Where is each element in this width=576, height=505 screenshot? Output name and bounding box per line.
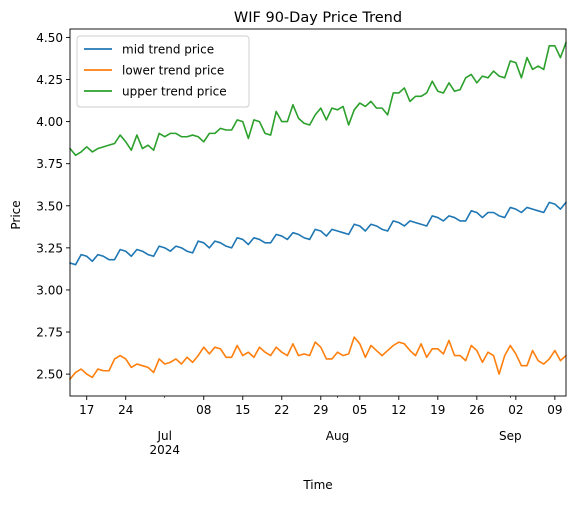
y-axis-label: Price [9,200,23,229]
x-tick-label: 22 [274,403,289,417]
legend-label: upper trend price [122,85,227,99]
x-tick-label: 24 [118,403,133,417]
y-tick-label: 4.00 [36,115,63,129]
x-tick-label: 26 [469,403,484,417]
x-axis-label: Time [302,478,332,492]
x-tick-sublabel: Sep [499,429,522,443]
series-line-upper-trend-price [69,41,567,157]
legend: mid trend price lower trend price upper tr… [76,35,250,108]
y-tick-label: 4.50 [36,31,63,45]
series-layer [69,41,567,380]
y-tick-label: 3.25 [36,241,63,255]
x-tick-label: 12 [391,403,406,417]
x-tick-label: 29 [313,403,328,417]
x-tick-label: 17 [79,403,94,417]
x-tick-label: 08 [196,403,211,417]
plot-frame [69,28,567,397]
y-tick-label: 2.50 [36,368,63,382]
y-tick-label: 3.50 [36,199,63,213]
x-tick-sublabel: Jul [156,429,171,443]
x-tick-sublabel: Aug [326,429,349,443]
x-tick-label: 09 [547,403,562,417]
legend-label: lower trend price [122,64,224,78]
x-tick-label: 02 [508,403,523,417]
y-tick-label: 4.25 [36,73,63,87]
y-axis: 2.50 2.75 3.00 3.25 3.50 3.75 4.00 4.25 4.50 [36,31,70,382]
x-tick-sublabel: 2024 [149,443,180,457]
legend-label: mid trend price [122,43,214,57]
x-tick-label: 19 [430,403,445,417]
x-tick-label: 05 [352,403,367,417]
y-tick-label: 2.75 [36,326,63,340]
series-line-mid-trend-price [69,201,567,266]
chart-title: WIF 90-Day Price Trend [234,10,402,26]
y-tick-label: 3.75 [36,157,63,171]
series-line-lower-trend-price [69,336,567,380]
x-tick-label: 15 [235,403,250,417]
y-tick-label: 3.00 [36,283,63,297]
legend-box [76,35,250,108]
